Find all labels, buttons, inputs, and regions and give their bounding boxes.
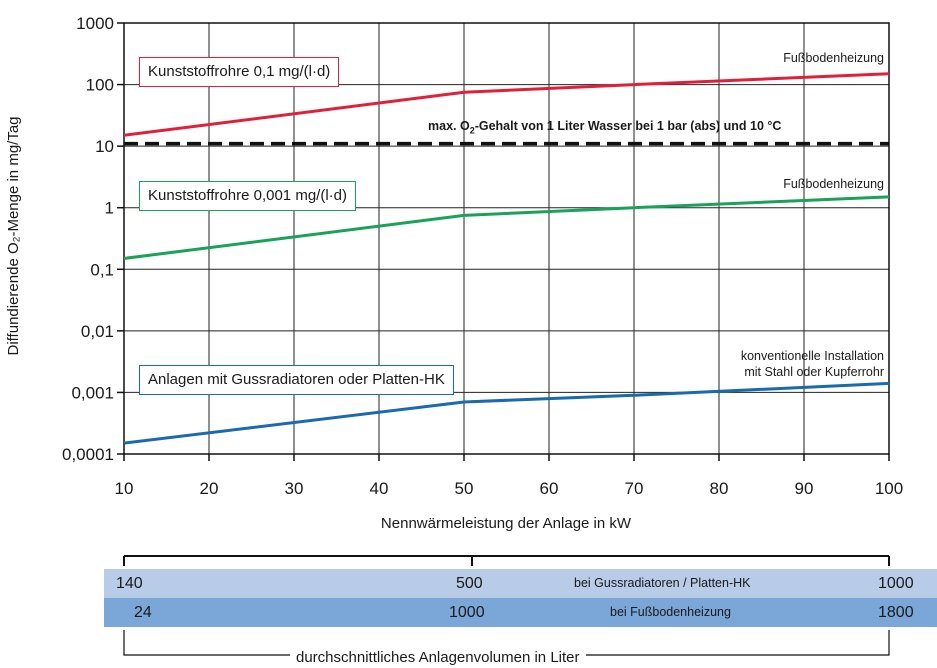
volume-row-radiators: 140 500 bei Gussradiatoren / Platten-HK …: [104, 569, 937, 598]
x-tick-label: 20: [200, 479, 219, 498]
x-tick-label: 80: [710, 479, 729, 498]
volume-row-floor: 24 1000 bei Fußbodenheizung 1800: [104, 598, 937, 627]
series-label-green: Kunststoffrohre 0,001 mg/(l·d): [139, 181, 356, 211]
y-tick-label: 1: [105, 199, 114, 218]
series-line-2: [123, 381, 890, 445]
y-axis-label: Diffundierende O₂-Menge in mg/Tag: [5, 116, 22, 355]
y-tick-label: 10: [95, 137, 114, 156]
vol-end: 1000: [878, 575, 914, 592]
series-lines: [123, 72, 890, 445]
x-tick-labels: 10 20 30 40 50 60 70 80 90 100: [115, 479, 904, 498]
vol-end: 1800: [878, 604, 914, 621]
end-label-red: Fußbodenheizung: [783, 51, 884, 65]
vol-start: 140: [116, 575, 143, 592]
series-label-red: Kunststoffrohre 0,1 mg/(l·d): [139, 57, 340, 87]
end-label-blue-line2: mit Stahl oder Kupferrohr: [744, 365, 884, 379]
x-tick-label: 100: [875, 479, 903, 498]
x-tick-label: 40: [370, 479, 389, 498]
series-line-0: [123, 72, 890, 137]
series-line-1: [123, 195, 890, 260]
vol-start: 24: [134, 604, 152, 621]
series-label-blue: Anlagen mit Gussradiatoren oder Platten-…: [139, 365, 454, 395]
y-tick-label: 0,001: [71, 383, 114, 402]
axes: [117, 22, 890, 461]
vol-desc: bei Gussradiatoren / Platten-HK: [574, 576, 751, 590]
y-tick-label: 0,1: [90, 260, 114, 279]
vol-mid: 1000: [449, 604, 485, 621]
series-end-labels: Fußbodenheizung Fußbodenheizung konvention…: [741, 51, 884, 379]
x-tick-label: 70: [625, 479, 644, 498]
x-axis-label: Nennwärmeleistung der Anlage in kW: [381, 515, 632, 532]
vol-mid: 500: [456, 575, 483, 592]
volume-caption: durchschnittliches Anlagenvolumen in Lit…: [290, 649, 586, 666]
vol-desc: bei Fußbodenheizung: [610, 605, 731, 619]
x-tick-label: 60: [540, 479, 559, 498]
plot-frame: [123, 22, 890, 455]
x-tick-label: 10: [115, 479, 134, 498]
max-o2-label: max. O2-Gehalt von 1 Liter Wasser bei 1 …: [428, 119, 782, 136]
x-tick-label: 90: [795, 479, 814, 498]
x-tick-label: 30: [285, 479, 304, 498]
end-label-green: Fußbodenheizung: [783, 177, 884, 191]
x-tick-label: 50: [455, 479, 474, 498]
y-tick-label: 100: [86, 76, 114, 95]
end-label-blue-line1: konventionelle Installation: [741, 349, 884, 363]
y-tick-labels: 0,0001 0,001 0,01 0,1 1 10 100 1000: [62, 14, 114, 464]
y-tick-label: 1000: [76, 14, 114, 33]
y-tick-label: 0,01: [81, 322, 114, 341]
y-tick-label: 0,0001: [62, 445, 114, 464]
